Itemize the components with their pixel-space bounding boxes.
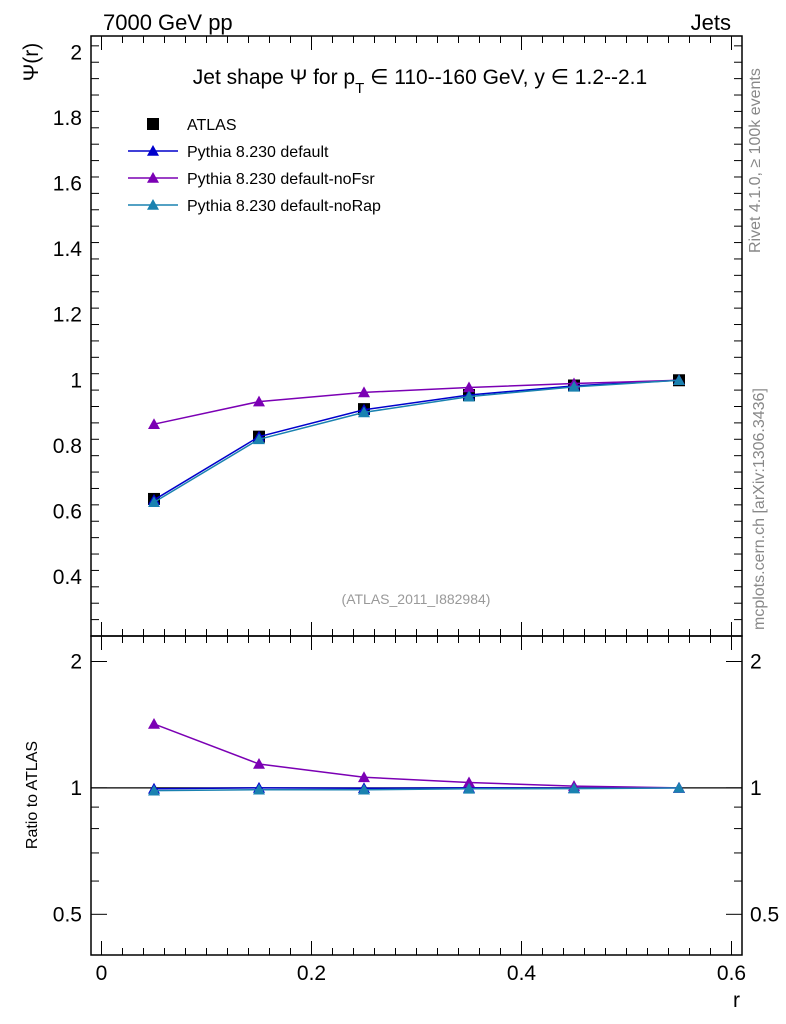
y-axis-label: Ψ(r) <box>20 43 43 82</box>
ratio-3-point <box>253 783 265 795</box>
y-tick-label: 2 <box>70 41 82 64</box>
ratio-3-point <box>358 783 370 795</box>
legend-marker <box>147 199 159 210</box>
ratio-3-point <box>568 782 580 794</box>
analysis-id: (ATLAS_2011_I882984) <box>342 591 491 607</box>
y-tick-label: 1.6 <box>53 173 82 196</box>
ratio-y-tick-label: 0.5 <box>53 903 82 926</box>
y-tick-label: 1.8 <box>53 107 82 130</box>
ratio-3-point <box>148 784 160 796</box>
legend-label: Pythia 8.230 default-noFsr <box>187 171 375 188</box>
ratio-y-tick-label-right: 1 <box>750 777 762 800</box>
series-2-point <box>253 395 265 407</box>
x-tick-label: 0.4 <box>507 962 537 985</box>
ratio-2-point <box>253 758 265 769</box>
x-tick-label: 0 <box>96 962 108 985</box>
chart-title-sub: T <box>355 80 364 97</box>
series-line-2 <box>153 379 680 425</box>
legend-marker <box>147 172 159 183</box>
series-2-point <box>358 386 370 398</box>
ratio-3-point <box>673 781 685 793</box>
ratio-y-tick-label-right: 2 <box>750 650 762 673</box>
ratio-y-tick-label: 2 <box>70 650 82 673</box>
series-3-point <box>463 390 475 402</box>
ratio-line-2 <box>153 723 680 789</box>
ratio-3-point <box>463 782 475 794</box>
ratio-y-tick-label-right: 0.5 <box>750 903 779 926</box>
mcplots-label: mcplots.cern.ch [arXiv:1306.3436] <box>751 388 768 630</box>
legend-label: ATLAS <box>187 117 237 134</box>
ratio-2-point <box>463 776 475 788</box>
ratio-y-tick-label: 1 <box>70 777 82 800</box>
series-3-point <box>358 406 370 418</box>
series-3-point <box>568 380 580 392</box>
y-tick-label: 1 <box>70 369 82 392</box>
legend-marker <box>147 145 159 156</box>
series-2-point <box>463 381 475 393</box>
y-tick-label: 0.8 <box>53 435 82 458</box>
y-tick-label: 0.4 <box>53 566 83 589</box>
chart-title-post: ∈ 110--160 GeV, y ∈ 1.2--2.1 <box>364 66 647 89</box>
series-2-point <box>148 418 160 429</box>
series-line-1 <box>153 379 680 501</box>
y-tick-label: 0.6 <box>53 500 82 523</box>
legend-marker-atlas <box>147 118 159 130</box>
ratio-2-point <box>358 771 370 783</box>
series-3-point <box>673 374 685 386</box>
ratio-line-3 <box>153 787 680 792</box>
x-axis-label: r <box>733 989 740 1012</box>
header-left: 7000 GeV pp <box>103 10 233 35</box>
chart-title-pre: Jet shape Ψ for p <box>193 66 355 89</box>
ratio-2-point <box>148 717 160 729</box>
y-tick-label: 1.4 <box>53 238 83 261</box>
series-3-point <box>148 496 160 508</box>
y-tick-label: 1.2 <box>53 304 82 327</box>
ratio-y-axis-label: Ratio to ATLAS <box>24 741 41 849</box>
legend-label: Pythia 8.230 default-noRap <box>187 198 381 215</box>
ratio-plot-frame <box>90 635 743 956</box>
chart-title: Jet shape Ψ for pT ∈ 110--160 GeV, y ∈ 1… <box>193 66 647 97</box>
header-right: Jets <box>691 10 731 35</box>
series-line-3 <box>153 379 680 503</box>
x-tick-label: 0.6 <box>717 962 746 985</box>
x-tick-label: 0.2 <box>297 962 326 985</box>
legend-label: Pythia 8.230 default <box>187 144 329 161</box>
series-3-point <box>253 433 265 445</box>
rivet-label: Rivet 4.1.0, ≥ 100k events <box>747 68 764 253</box>
